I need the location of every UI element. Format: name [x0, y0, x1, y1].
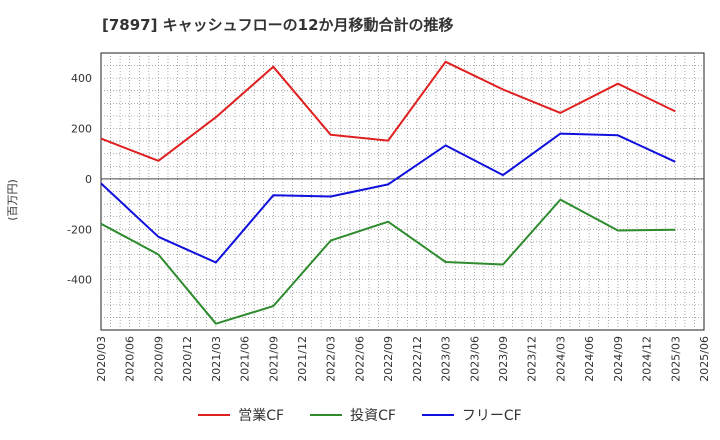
legend-item-operating: 営業CF: [198, 405, 284, 425]
series-line-2: [100, 132, 676, 264]
x-tick-label: 2022/06: [353, 336, 366, 382]
legend-label-free: フリーCF: [461, 408, 522, 424]
legend-label-investing: 投資CF: [350, 408, 396, 424]
y-axis-label: (百万円): [6, 179, 19, 221]
y-tick-label: -400: [67, 274, 92, 287]
legend-swatch-operating: [198, 414, 231, 416]
legend-swatch-free: [421, 414, 454, 416]
x-tick-label: 2021/06: [239, 336, 252, 382]
x-tick-label: 2022/09: [382, 336, 395, 382]
legend-item-free: フリーCF: [421, 405, 522, 425]
legend-item-investing: 投資CF: [310, 405, 396, 425]
x-tick-label: 2023/03: [440, 336, 453, 382]
x-tick-label: 2024/09: [612, 336, 625, 382]
x-tick-label: 2023/09: [497, 336, 510, 382]
x-tick-label: 2021/03: [210, 336, 223, 382]
x-tick-label: 2023/12: [526, 336, 539, 382]
x-tick-label: 2021/09: [267, 336, 280, 382]
x-tick-label: 2024/03: [554, 336, 567, 382]
x-tick-label: 2025/06: [698, 336, 711, 382]
series-line-1: [100, 198, 676, 325]
x-axis-ticks: 2020/03 2020/06 2020/09 2020/12 2021/03 2021/…: [95, 336, 711, 382]
x-tick-label: 2020/09: [152, 336, 165, 382]
series-line-0: [100, 60, 676, 162]
x-tick-label: 2022/12: [411, 336, 424, 382]
x-tick-label: 2025/03: [669, 336, 682, 382]
series-lines: [100, 60, 676, 325]
x-tick-label: 2020/03: [95, 336, 108, 382]
x-tick-label: 2023/06: [468, 336, 481, 382]
x-tick-label: 2020/06: [124, 336, 137, 382]
x-tick-label: 2022/03: [325, 336, 338, 382]
y-tick-label: 400: [71, 72, 92, 85]
x-tick-label: 2024/06: [583, 336, 596, 382]
plot-area: [100, 52, 705, 331]
y-tick-label: 200: [71, 123, 92, 136]
legend-label-operating: 営業CF: [238, 408, 285, 424]
x-tick-label: 2021/12: [296, 336, 309, 382]
legend: 営業CF 投資CF フリーCF: [0, 404, 720, 426]
chart-title: [7897] キャッシュフローの12か月移動合計の推移: [102, 16, 454, 34]
y-tick-label: 0: [85, 173, 92, 186]
x-tick-label: 2020/12: [181, 336, 194, 382]
legend-swatch-investing: [310, 414, 343, 416]
y-axis-ticks: 400 200 0 -200 -400: [67, 72, 92, 286]
horizontal-gridlines: [101, 65, 704, 318]
x-tick-label: 2024/12: [641, 336, 654, 382]
y-tick-label: -200: [67, 223, 92, 236]
